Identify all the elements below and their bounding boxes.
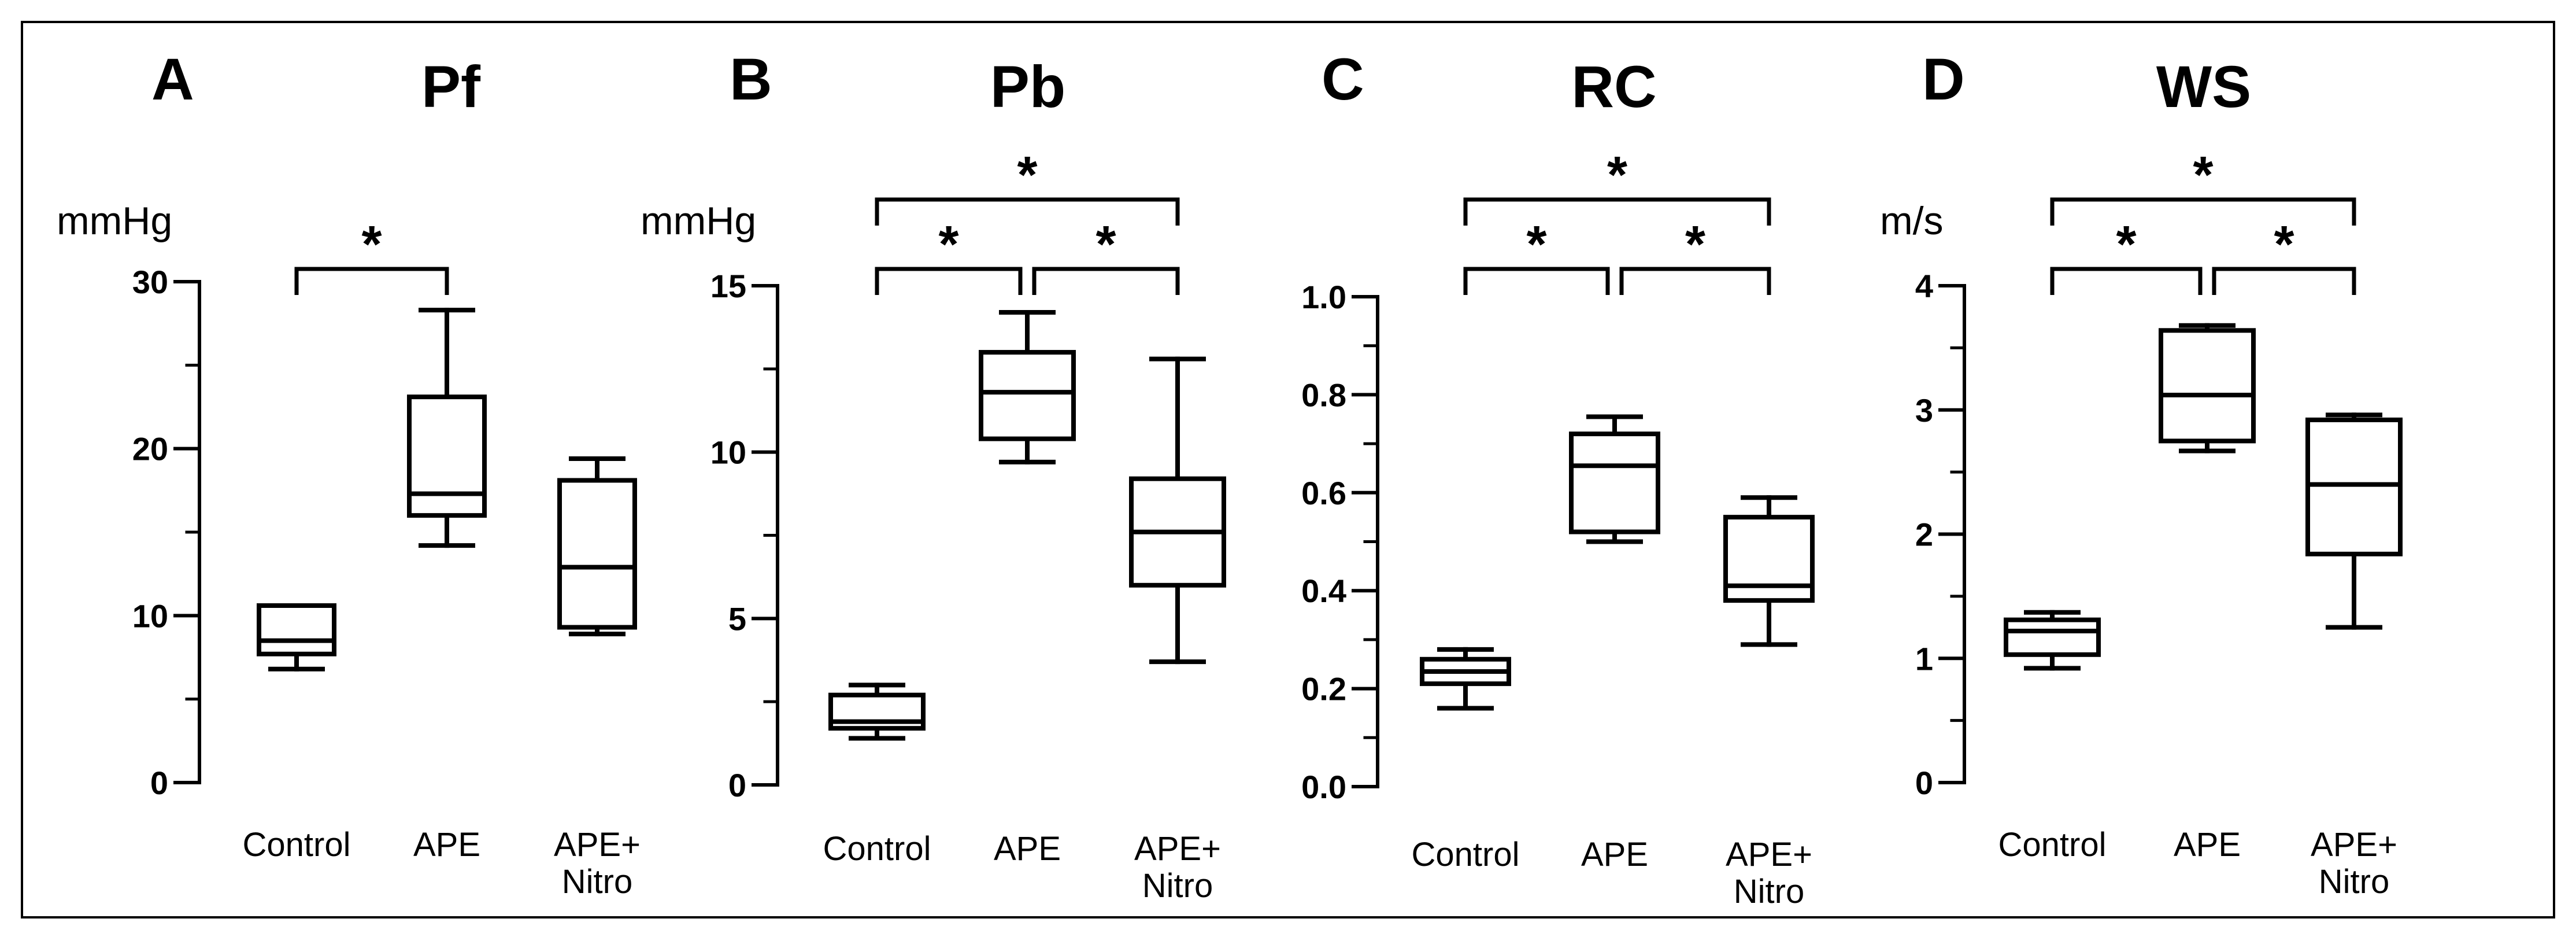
- significance-bracket: [1463, 197, 1771, 226]
- significance-star: *: [1526, 216, 1546, 274]
- y-tick-label: 0: [150, 765, 168, 801]
- significance-bracket: [2050, 197, 2356, 226]
- category-label: APE: [1581, 836, 1648, 873]
- category-label: Control: [1412, 836, 1520, 873]
- y-tick-label: 0.2: [1301, 671, 1346, 707]
- y-tick-label: 1: [1915, 640, 1933, 677]
- significance-bracket: [294, 267, 449, 295]
- category-label: Control: [243, 826, 351, 864]
- significance-bracket: [1463, 267, 1610, 295]
- significance-star: *: [361, 216, 382, 274]
- box-iqr: [257, 603, 336, 656]
- y-tick-label: 10: [132, 597, 168, 634]
- y-tick-label: 2: [1915, 517, 1933, 553]
- category-label: Control: [823, 830, 931, 868]
- plot-area: 0 5 10 15 Control APE APE+ Nitro * * *: [710, 146, 1226, 905]
- category-label: APE: [994, 830, 1061, 868]
- y-tick-label: 0.8: [1301, 377, 1346, 413]
- y-tick-label: 0: [728, 767, 746, 803]
- panel-letter: C: [1322, 46, 1364, 112]
- significance-star: *: [2274, 216, 2294, 274]
- box-iqr: [2159, 328, 2256, 444]
- box-iqr: [1569, 431, 1660, 534]
- category-label: APE+ Nitro: [554, 826, 641, 901]
- significance-star: *: [1095, 216, 1116, 274]
- panel-b: B Pb mmHg 0 5 10 15 Control APE APE+ Nitro * * *: [641, 46, 1226, 905]
- significance-star: *: [2193, 146, 2213, 204]
- panel-title: RC: [1571, 54, 1656, 120]
- y-tick-label: 0: [1915, 765, 1933, 801]
- significance-star: *: [2116, 216, 2136, 274]
- y-tick-label: 0.0: [1301, 769, 1346, 805]
- significance-bracket: [1032, 267, 1180, 295]
- box-iqr: [979, 350, 1076, 441]
- y-tick-label: 3: [1915, 392, 1933, 429]
- category-label: APE: [413, 826, 480, 864]
- y-tick-label: 15: [710, 268, 746, 304]
- category-label: APE+ Nitro: [2311, 826, 2397, 901]
- y-tick-label: 0.4: [1301, 573, 1346, 609]
- y-tick-label: 20: [132, 431, 168, 467]
- plot-area: 0.0 0.2 0.4 0.6 0.8 1.0 Control APE APE+ Nitro * * *: [1301, 146, 1815, 910]
- significance-bracket: [875, 267, 1023, 295]
- significance-bracket: [2050, 267, 2203, 295]
- significance-bracket: [2212, 267, 2356, 295]
- y-tick-label: 1.0: [1301, 279, 1346, 315]
- significance-star: *: [938, 216, 958, 274]
- panel-c: C RC 0.0 0.2 0.4 0.6 0.8 1.0 Control APE APE+ Nit…: [1301, 46, 1815, 910]
- box-iqr: [407, 394, 487, 518]
- y-tick-label: 10: [710, 434, 746, 471]
- category-label: APE+ Nitro: [1726, 836, 1812, 910]
- y-tick-label: 30: [132, 264, 168, 300]
- plot-area: 0 10 20 30 Control APE APE+ Nitro *: [132, 216, 641, 901]
- panel-title: Pb: [990, 54, 1065, 120]
- y-axis-unit: mmHg: [57, 199, 172, 243]
- panel-title: WS: [2156, 54, 2251, 120]
- panel-d: D WS m/s 0 1 2 3 4 Control APE APE+ Nitro * * *: [1880, 46, 2403, 901]
- category-label: APE+ Nitro: [1134, 830, 1221, 905]
- y-axis-unit: mmHg: [641, 199, 756, 243]
- figure-frame: [21, 21, 2555, 918]
- significance-bracket: [1619, 267, 1771, 295]
- box-iqr: [2004, 617, 2101, 657]
- significance-bracket: [875, 197, 1180, 226]
- panel-letter: A: [151, 46, 194, 112]
- category-label: APE: [2174, 826, 2241, 864]
- panel-title: Pf: [421, 54, 481, 120]
- y-tick-label: 4: [1915, 268, 1933, 304]
- box-iqr: [2305, 417, 2403, 556]
- significance-star: *: [1607, 146, 1627, 204]
- y-tick-label: 0.6: [1301, 475, 1346, 511]
- panel-letter: D: [1922, 46, 1965, 112]
- panel-a: A Pf mmHg 0 10 20 30 Control APE APE+ Nitro *: [57, 46, 641, 901]
- y-axis-unit: m/s: [1880, 199, 1944, 243]
- box-iqr: [557, 478, 637, 630]
- panel-letter: B: [730, 46, 772, 112]
- significance-star: *: [1017, 146, 1037, 204]
- y-tick-label: 5: [728, 600, 746, 637]
- plot-area: 0 1 2 3 4 Control APE APE+ Nitro * * *: [1915, 146, 2403, 901]
- category-label: Control: [1998, 826, 2107, 864]
- significance-star: *: [1685, 216, 1705, 274]
